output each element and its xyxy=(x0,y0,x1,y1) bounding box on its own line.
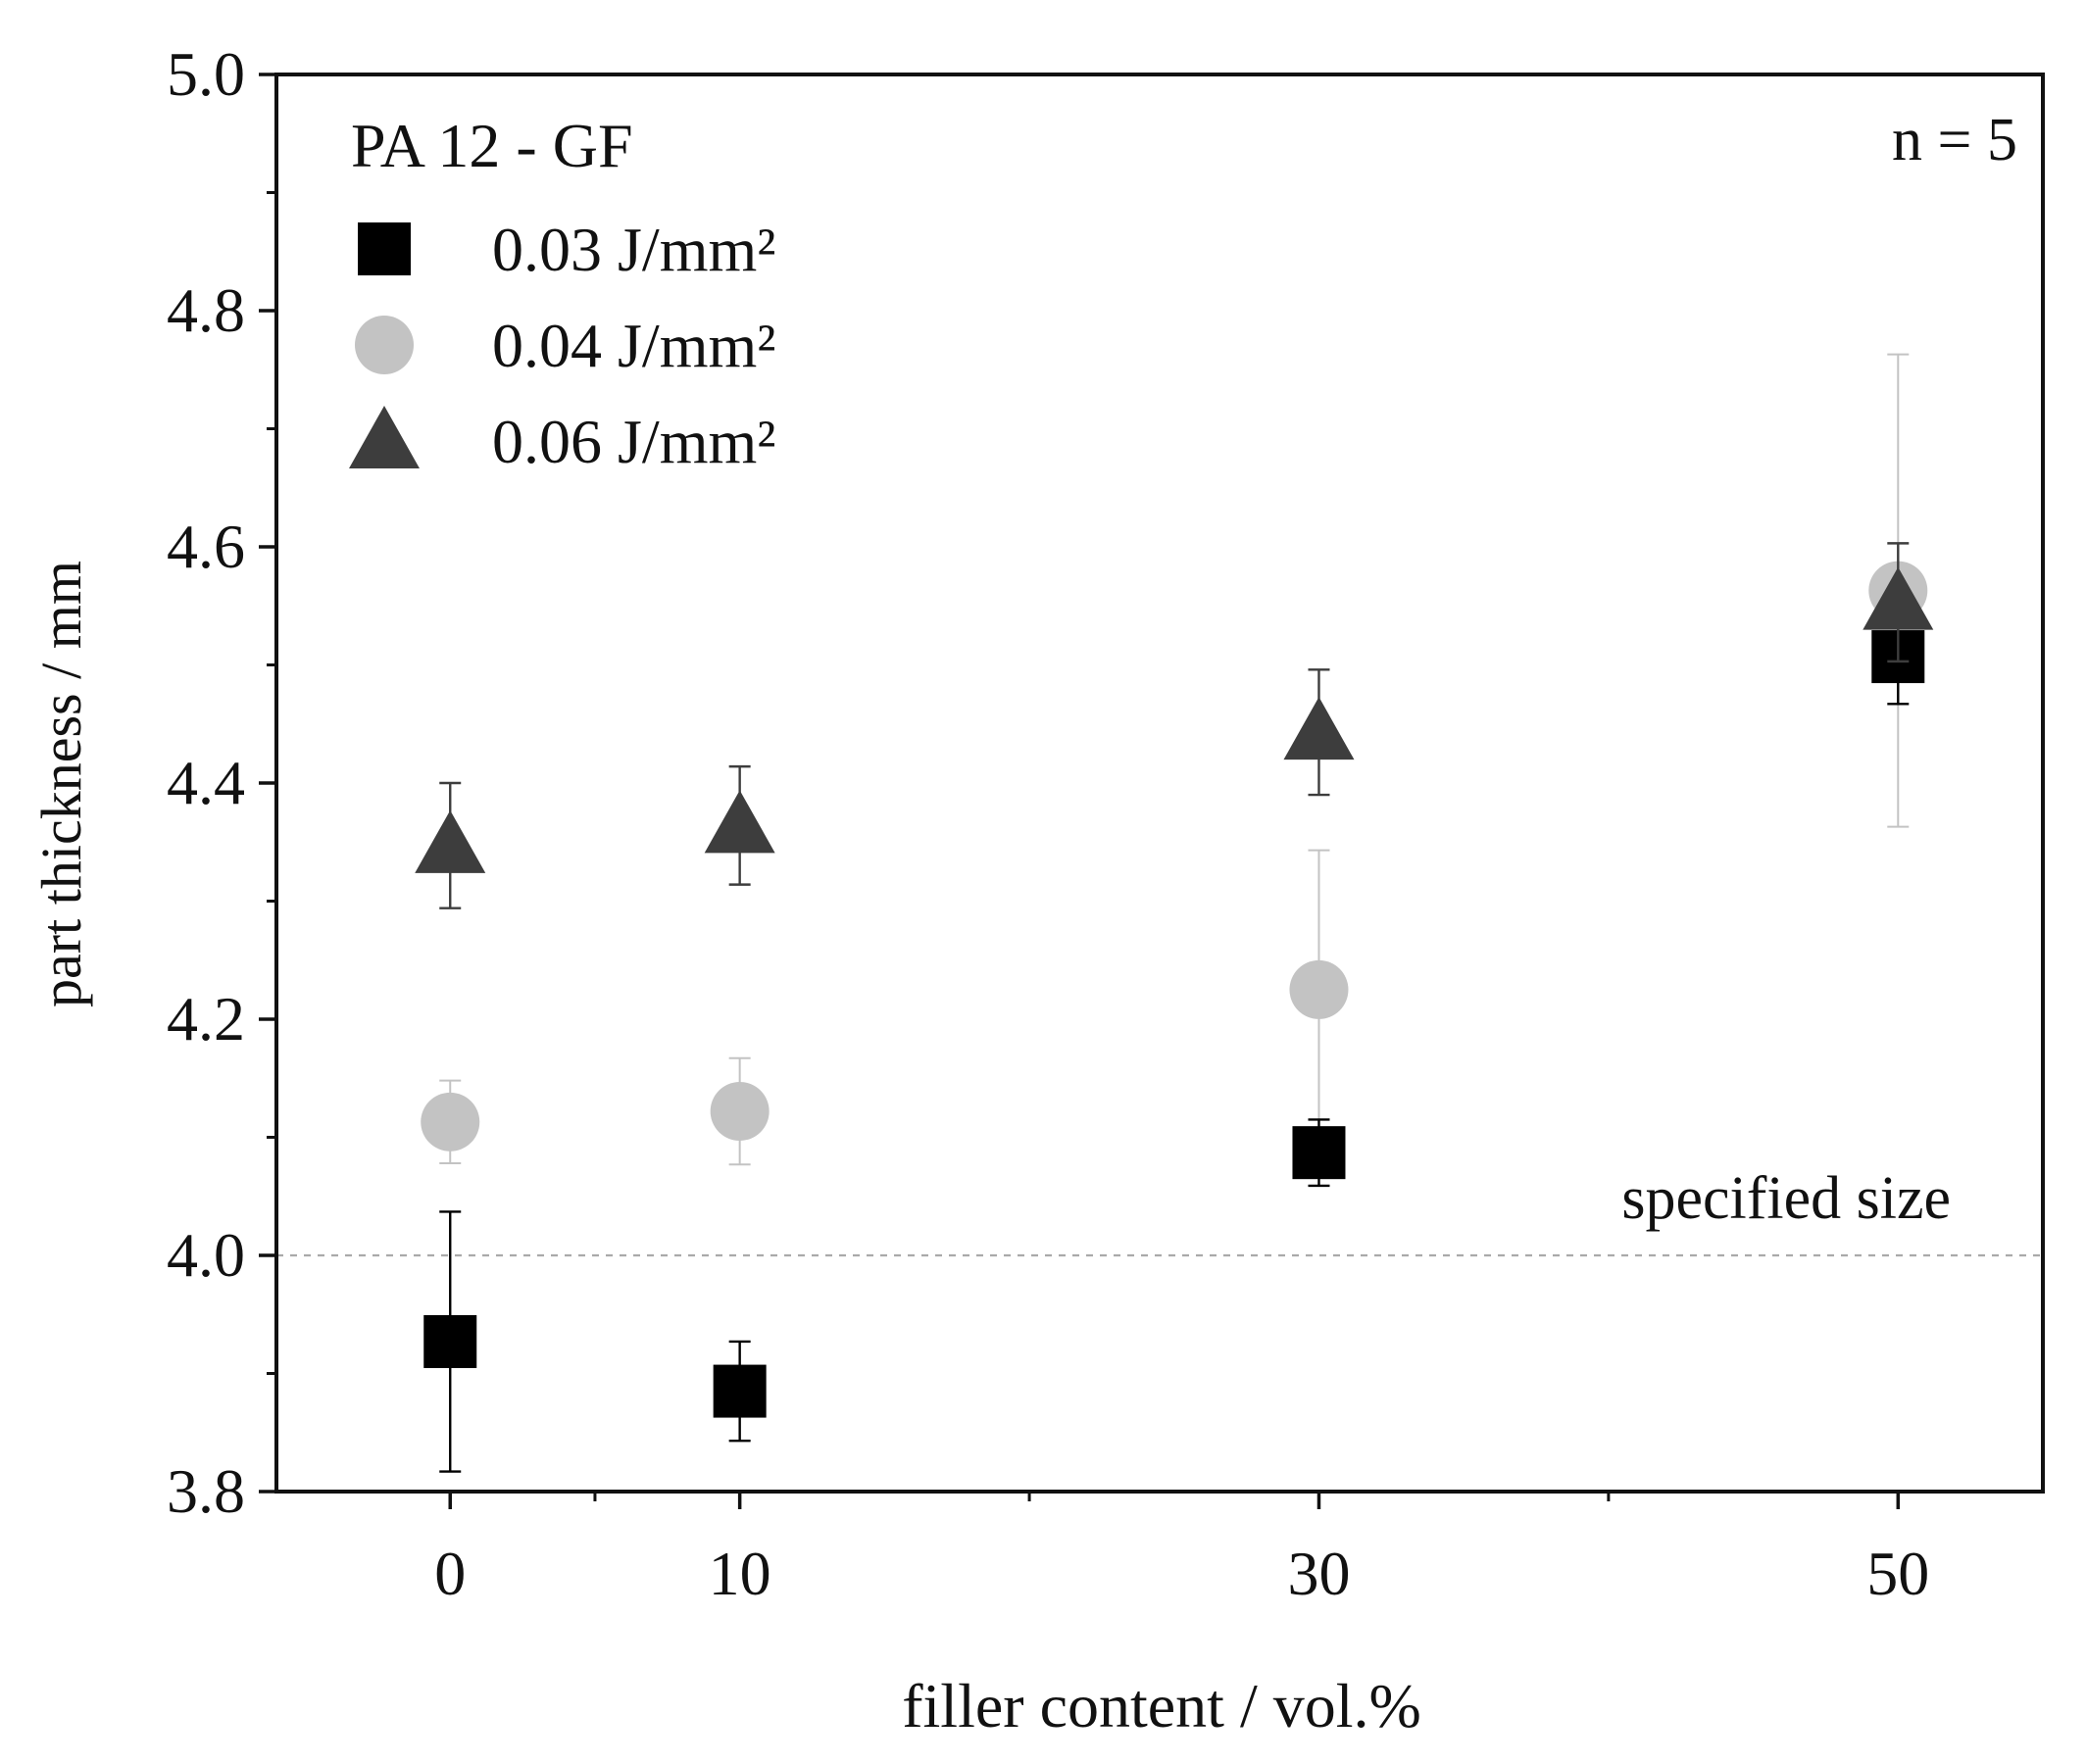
legend-label-circle: 0.04 J/mm² xyxy=(492,311,775,380)
point-triangle-0 xyxy=(415,809,486,873)
point-circle-0 xyxy=(421,1092,480,1152)
point-square-0 xyxy=(423,1314,477,1368)
point-square-10 xyxy=(713,1364,767,1418)
sample-size-annotation: n = 5 xyxy=(1892,107,2017,173)
series-layer xyxy=(415,353,1934,1473)
legend-title: PA 12 - GF xyxy=(351,111,633,180)
y-tick-label-4: 4.0 xyxy=(167,1220,245,1290)
reference-line-label: specified size xyxy=(1621,1165,1951,1232)
legend-marker-triangle xyxy=(349,406,420,468)
point-triangle-30 xyxy=(1283,697,1355,760)
legend: 0.03 J/mm² 0.04 J/mm² 0.06 J/mm² xyxy=(349,215,775,476)
point-circle-10 xyxy=(710,1081,770,1141)
legend-label-triangle: 0.06 J/mm² xyxy=(492,407,775,476)
x-tick-label-10: 10 xyxy=(709,1539,771,1608)
y-tick-label-5: 5.0 xyxy=(167,39,245,109)
y-tick-label-4-6: 4.6 xyxy=(167,512,245,581)
legend-label-square: 0.03 J/mm² xyxy=(492,215,775,284)
y-tick-label-4-4: 4.4 xyxy=(167,748,245,817)
y-tick-label-4-8: 4.8 xyxy=(167,275,245,345)
point-circle-30 xyxy=(1289,959,1349,1019)
point-triangle-10 xyxy=(704,790,775,854)
legend-marker-circle xyxy=(355,316,414,374)
y-axis-title: part thickness / mm xyxy=(29,561,93,1007)
x-tick-label-0: 0 xyxy=(434,1539,466,1608)
y-tick-label-4-2: 4.2 xyxy=(167,984,245,1054)
x-tick-label-30: 30 xyxy=(1287,1539,1350,1608)
point-triangle-50 xyxy=(1862,566,1934,630)
x-tick-label-50: 50 xyxy=(1866,1539,1929,1608)
axes-layer: 3.8 4.0 4.2 4.4 4.6 4.8 5.0 0 10 30 50 xyxy=(167,39,2045,1608)
legend-marker-square xyxy=(358,222,411,275)
x-axis-title: filler content / vol.% xyxy=(902,1671,1421,1740)
point-square-30 xyxy=(1292,1126,1346,1180)
y-tick-label-3-8: 3.8 xyxy=(167,1456,245,1526)
